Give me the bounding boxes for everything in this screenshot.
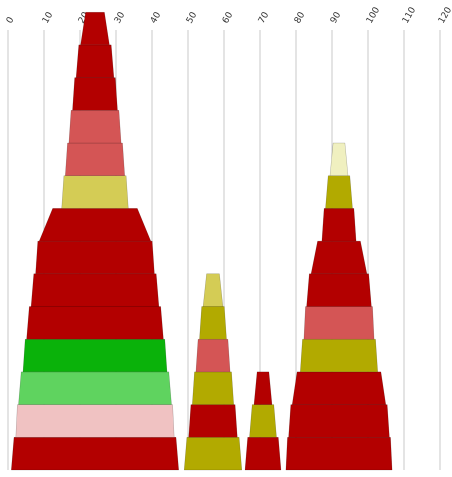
stack-2-block-6 bbox=[202, 273, 224, 307]
x-tick-label: 30 bbox=[113, 10, 128, 25]
stack-4-block-4 bbox=[300, 338, 378, 373]
x-tick-label: 90 bbox=[329, 10, 344, 25]
stack-2-block-1 bbox=[183, 437, 243, 471]
stack-1-block-12 bbox=[72, 77, 118, 111]
x-tick-label: 80 bbox=[293, 10, 308, 25]
x-tick-label: 120 bbox=[437, 5, 452, 25]
x-axis-ticks: 0 10 20 30 40 50 60 70 80 90 100 110 120 bbox=[5, 5, 452, 25]
x-tick-label: 10 bbox=[41, 10, 56, 25]
stack-4 bbox=[285, 142, 393, 471]
stack-2 bbox=[183, 273, 243, 471]
stack-1-block-5 bbox=[26, 306, 164, 340]
stack-4-block-2 bbox=[288, 404, 390, 438]
stack-3-block-3 bbox=[253, 371, 273, 405]
plot-area bbox=[11, 11, 393, 471]
stack-4-block-9 bbox=[325, 175, 353, 209]
x-tick-label: 100 bbox=[365, 5, 382, 25]
stack-4-block-8 bbox=[321, 208, 357, 242]
stack-4-block-10 bbox=[329, 142, 349, 176]
stack-3-block-2 bbox=[249, 404, 277, 438]
stack-4-block-6 bbox=[306, 273, 372, 307]
stack-1-block-8 bbox=[38, 208, 152, 242]
stack-3-block-1 bbox=[244, 437, 282, 471]
stack-4-block-7 bbox=[310, 240, 368, 275]
stack-1-block-4 bbox=[22, 338, 168, 373]
stack-4-block-1 bbox=[285, 437, 393, 471]
stack-1-block-3 bbox=[18, 371, 172, 405]
stack-2-block-5 bbox=[199, 306, 227, 340]
stack-1-block-13 bbox=[75, 44, 115, 78]
stack-1-block-11 bbox=[68, 110, 122, 144]
x-tick-label: 70 bbox=[257, 10, 272, 25]
x-tick-label: 60 bbox=[221, 10, 236, 25]
stack-2-block-2 bbox=[188, 404, 238, 438]
stack-1-block-14 bbox=[80, 11, 110, 46]
x-tick-label: 40 bbox=[149, 10, 164, 25]
stack-1-block-9 bbox=[61, 175, 129, 209]
stack-4-block-3 bbox=[291, 371, 387, 405]
stack-2-block-3 bbox=[192, 371, 234, 405]
stack-1-block-1 bbox=[11, 437, 179, 471]
x-tick-label: 0 bbox=[5, 15, 17, 25]
stack-2-block-4 bbox=[195, 338, 231, 373]
stack-1 bbox=[11, 11, 179, 471]
x-tick-label: 110 bbox=[401, 5, 418, 25]
stack-1-block-10 bbox=[65, 142, 125, 176]
x-tick-label: 50 bbox=[185, 10, 200, 25]
stack-1-block-6 bbox=[30, 273, 160, 307]
stack-4-block-5 bbox=[303, 306, 375, 340]
stack-3 bbox=[244, 371, 282, 471]
stack-1-block-2 bbox=[15, 404, 175, 438]
stack-1-block-7 bbox=[35, 240, 155, 275]
